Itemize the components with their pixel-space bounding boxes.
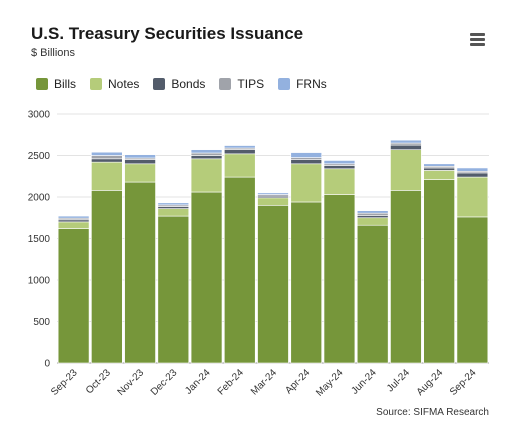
- bar-bonds-jun-24: [356, 215, 389, 219]
- bar-bonds-may-24: [323, 165, 356, 170]
- legend-label: Bonds: [171, 77, 206, 91]
- bar-frns-aug-24: [423, 163, 455, 167]
- bar-notes-may-24: [323, 168, 356, 195]
- legend-item-frns[interactable]: FRNs: [278, 77, 327, 91]
- bar-bonds-apr-24: [290, 159, 322, 165]
- bar-bills-nov-23: [124, 181, 156, 364]
- chart-subtitle: $ Billions: [31, 47, 76, 59]
- legend-label: FRNs: [296, 77, 327, 91]
- legend-item-bonds[interactable]: Bonds: [153, 77, 205, 91]
- hamburger-menu-icon[interactable]: [470, 33, 485, 46]
- source-note: Source: SIFMA Research: [376, 407, 489, 418]
- bar-frns-dec-23: [157, 202, 190, 206]
- legend-label: Bills: [54, 77, 77, 91]
- x-tick-label: Apr-24: [283, 367, 312, 396]
- legend-swatch: [36, 78, 48, 90]
- bar-notes-mar-24: [257, 197, 289, 206]
- y-tick-label: 0: [44, 359, 50, 370]
- x-tick-label: Mar-24: [249, 367, 279, 397]
- bar-bills-dec-23: [157, 215, 190, 364]
- y-tick-label: 3000: [28, 110, 51, 121]
- bar-frns-jun-24: [356, 210, 389, 214]
- y-tick-label: 2500: [28, 151, 51, 162]
- legend-label: TIPS: [237, 77, 265, 91]
- bar-tips-jun-24: [356, 212, 389, 216]
- bar-bills-oct-23: [91, 190, 123, 364]
- bar-notes-jan-24: [190, 158, 223, 193]
- bar-frns-apr-24: [290, 152, 322, 158]
- bar-notes-sep-23: [57, 221, 90, 229]
- bar-notes-oct-23: [91, 161, 123, 191]
- y-tick-label: 2000: [28, 193, 51, 204]
- x-tick-label: Nov-23: [116, 367, 147, 398]
- bar-frns-oct-23: [91, 151, 123, 156]
- bar-bonds-nov-23: [124, 159, 156, 165]
- bar-bills-mar-24: [257, 205, 289, 364]
- bar-notes-aug-24: [423, 170, 455, 180]
- bar-tips-apr-24: [290, 157, 322, 160]
- legend-item-bills[interactable]: Bills: [36, 77, 76, 91]
- y-tick-label: 1500: [28, 234, 51, 245]
- bar-frns-jul-24: [390, 139, 422, 144]
- x-tick-label: Feb-24: [216, 367, 246, 397]
- bar-bonds-aug-24: [423, 167, 455, 171]
- bar-bills-apr-24: [290, 201, 322, 364]
- bar-bonds-jul-24: [390, 144, 422, 150]
- legend: Bills Notes Bonds TIPS FRNs: [36, 77, 327, 91]
- bar-tips-jan-24: [190, 152, 223, 156]
- bar-bills-jan-24: [190, 191, 223, 364]
- legend-swatch: [90, 78, 103, 90]
- legend-swatch: [153, 78, 166, 90]
- x-tick-label: Jun-24: [349, 367, 379, 397]
- bar-bills-sep-23: [57, 228, 90, 364]
- bar-bonds-sep-24: [456, 172, 489, 178]
- bar-bills-feb-24: [224, 176, 256, 364]
- bar-tips-jul-24: [390, 142, 422, 146]
- x-tick-label: Jul-24: [385, 367, 412, 394]
- bar-notes-jun-24: [356, 217, 389, 226]
- bar-notes-nov-23: [124, 163, 156, 183]
- legend-swatch: [219, 78, 232, 90]
- x-tick-label: Dec-23: [149, 367, 180, 398]
- bar-bills-sep-24: [456, 216, 489, 364]
- chart-title: U.S. Treasury Securities Issuance: [31, 24, 304, 43]
- bar-frns-mar-24: [257, 192, 289, 195]
- bar-notes-feb-24: [224, 153, 256, 178]
- legend-label: Notes: [108, 77, 140, 91]
- bar-bonds-jan-24: [190, 155, 223, 160]
- bar-bills-aug-24: [423, 179, 455, 364]
- bar-notes-jul-24: [390, 149, 422, 191]
- legend-swatch: [278, 78, 291, 90]
- x-tick-label: Aug-24: [415, 367, 446, 398]
- bar-frns-feb-24: [224, 145, 256, 149]
- bar-bills-jun-24: [356, 224, 389, 364]
- x-tick-label: Sep-23: [49, 367, 80, 398]
- bar-bonds-sep-23: [57, 219, 90, 223]
- bar-frns-jan-24: [190, 149, 223, 154]
- y-tick-label: 1000: [28, 276, 51, 287]
- bar-frns-may-24: [323, 160, 356, 165]
- bar-bonds-dec-23: [157, 206, 190, 209]
- bar-notes-sep-24: [456, 176, 489, 218]
- bar-bills-may-24: [323, 194, 356, 364]
- x-tick-label: Jan-24: [183, 367, 213, 397]
- bar-tips-oct-23: [91, 155, 123, 160]
- legend-item-notes[interactable]: Notes: [90, 77, 139, 91]
- bar-frns-nov-23: [124, 154, 156, 159]
- bar-bonds-oct-23: [91, 158, 123, 163]
- x-tick-label: Oct-23: [84, 367, 113, 396]
- y-tick-label: 500: [33, 317, 50, 328]
- x-tick-label: Sep-24: [448, 367, 479, 398]
- bar-notes-dec-23: [157, 208, 190, 217]
- bar-frns-sep-23: [57, 215, 90, 219]
- bar-bonds-feb-24: [224, 149, 256, 155]
- bar-notes-apr-24: [290, 163, 322, 203]
- legend-item-tips[interactable]: TIPS: [219, 77, 264, 91]
- bar-bills-jul-24: [390, 190, 422, 364]
- x-tick-label: May-24: [314, 367, 346, 399]
- bar-frns-sep-24: [456, 167, 489, 172]
